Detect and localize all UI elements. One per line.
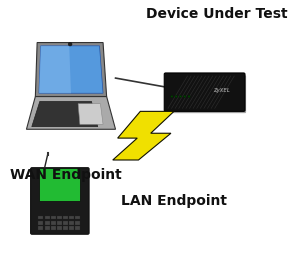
- Text: Device Under Test: Device Under Test: [146, 7, 288, 21]
- Polygon shape: [78, 104, 103, 124]
- Bar: [39, 168, 80, 201]
- Circle shape: [188, 95, 190, 98]
- Bar: [63, 216, 68, 219]
- Bar: [45, 216, 50, 219]
- Bar: [76, 216, 80, 219]
- Bar: [57, 221, 62, 225]
- Circle shape: [68, 42, 72, 46]
- Text: LAN Endpoint: LAN Endpoint: [121, 194, 227, 208]
- Bar: [38, 216, 43, 219]
- Bar: [57, 226, 62, 230]
- Bar: [69, 221, 74, 225]
- Bar: [69, 216, 74, 219]
- Bar: [38, 221, 43, 225]
- Polygon shape: [32, 101, 98, 127]
- Circle shape: [171, 95, 173, 98]
- Polygon shape: [26, 97, 115, 129]
- Text: ZyXEL: ZyXEL: [213, 88, 230, 93]
- Bar: [69, 226, 74, 230]
- Bar: [38, 226, 43, 230]
- Circle shape: [184, 95, 186, 98]
- Bar: [57, 216, 62, 219]
- Polygon shape: [39, 46, 71, 93]
- Bar: [63, 221, 68, 225]
- FancyBboxPatch shape: [166, 75, 246, 113]
- Circle shape: [179, 95, 181, 98]
- Bar: [45, 226, 50, 230]
- Bar: [76, 226, 80, 230]
- Polygon shape: [35, 42, 107, 97]
- Text: WAN Endpoint: WAN Endpoint: [10, 168, 122, 182]
- Bar: [76, 221, 80, 225]
- Bar: [45, 221, 50, 225]
- Bar: [51, 216, 56, 219]
- Bar: [51, 221, 56, 225]
- FancyBboxPatch shape: [164, 73, 245, 111]
- Polygon shape: [39, 46, 103, 93]
- Polygon shape: [113, 111, 174, 160]
- FancyBboxPatch shape: [31, 168, 89, 234]
- Circle shape: [175, 95, 177, 98]
- Bar: [63, 226, 68, 230]
- Bar: [51, 226, 56, 230]
